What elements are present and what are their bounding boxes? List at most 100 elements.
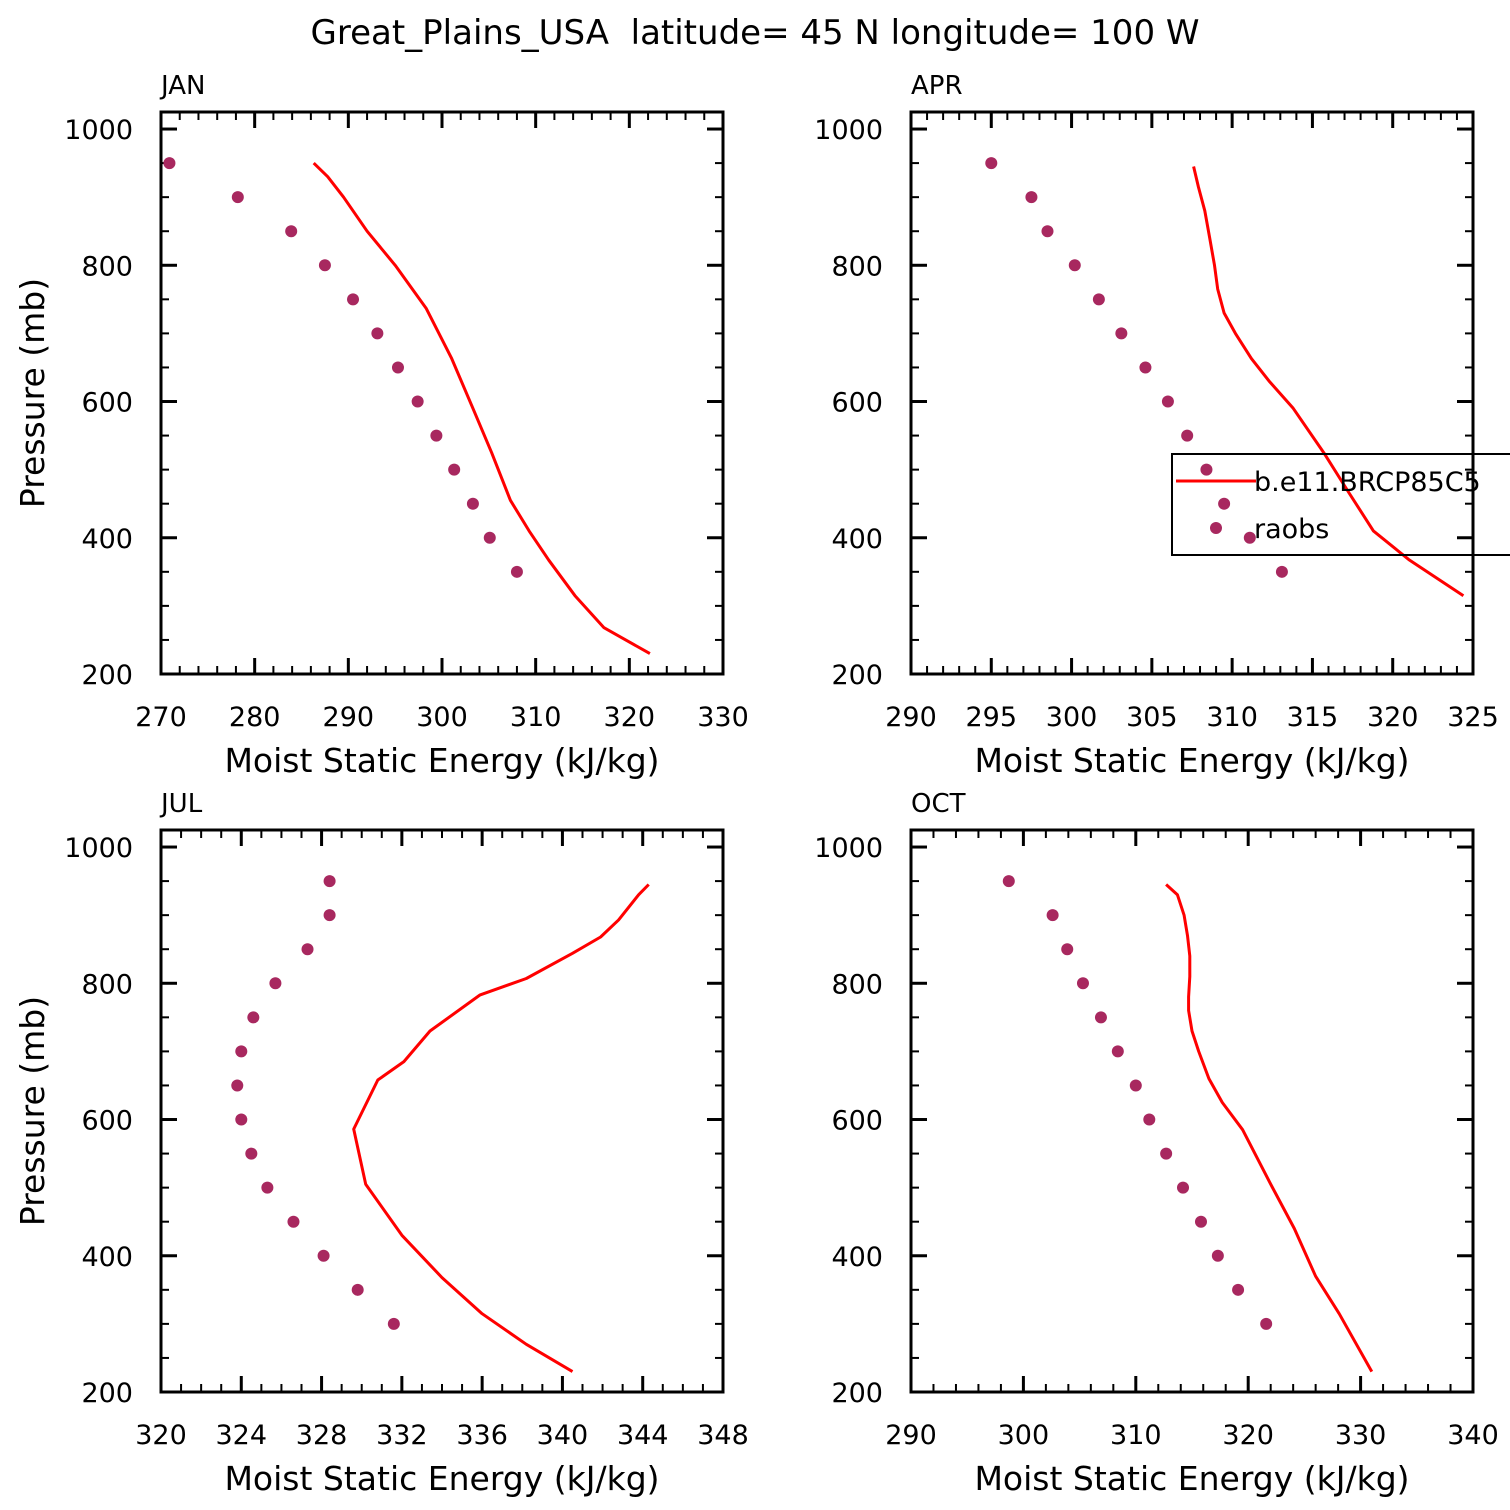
x-axis-label: Moist Static Energy (kJ/kg) — [224, 1459, 659, 1498]
panel-jan: JAN 270 280 290 300 310 320 330 200 400 600 800 1000… — [13, 71, 749, 780]
x-tick-label: 305 — [1126, 702, 1178, 733]
x-tick-label: 310 — [1110, 1420, 1162, 1451]
x-tick-label: 348 — [697, 1420, 749, 1451]
panel-title: APR — [911, 71, 963, 101]
obs-point — [1232, 1283, 1245, 1296]
y-tick-label: 400 — [831, 524, 883, 555]
obs-point — [1139, 361, 1152, 374]
y-tick-label: 1000 — [814, 115, 883, 146]
x-tick-label: 295 — [966, 702, 1018, 733]
y-tick-label: 600 — [831, 388, 883, 419]
x-tick-label: 290 — [323, 702, 375, 733]
x-tick-label: 320 — [1367, 702, 1419, 733]
plot-frame — [909, 110, 1475, 676]
y-tick-label: 400 — [81, 524, 133, 555]
y-tick-label: 400 — [81, 1242, 133, 1273]
obs-point — [231, 191, 244, 204]
obs-point — [1076, 977, 1089, 990]
obs-point — [1041, 225, 1054, 238]
x-tick-label: 320 — [604, 702, 656, 733]
obs-point — [231, 1079, 244, 1092]
y-tick-label: 200 — [831, 660, 883, 691]
x-tick-label: 320 — [135, 1420, 187, 1451]
y-tick-label: 800 — [831, 969, 883, 1000]
y-tick-label: 600 — [831, 1106, 883, 1137]
y-tick-label: 200 — [81, 1378, 133, 1409]
obs-point — [1181, 429, 1194, 442]
legend-obs-label: raobs — [1254, 514, 1329, 545]
panel-jul: JUL 320 324 328 332 336 340 344 348 200 400 600 800 1… — [13, 789, 749, 1498]
x-tick-label: 300 — [1046, 702, 1098, 733]
panel-apr: APR 290 295 300 305 310 315 320 325 200 400 600 800 1… — [814, 71, 1510, 780]
model-line — [1192, 166, 1465, 597]
obs-point — [1260, 1317, 1273, 1330]
x-tick-label: 315 — [1287, 702, 1339, 733]
figure-title: Great_Plains_USA latitude= 45 N longitud… — [311, 13, 1200, 53]
obs-point — [1061, 943, 1074, 956]
y-tick-label: 800 — [831, 251, 883, 282]
x-tick-label: 330 — [697, 702, 749, 733]
x-tick-label: 332 — [376, 1420, 428, 1451]
obs-point — [261, 1181, 274, 1194]
model-line — [312, 162, 651, 655]
x-tick-label: 328 — [296, 1420, 348, 1451]
obs-point — [287, 1215, 300, 1228]
x-tick-label: 336 — [456, 1420, 508, 1451]
obs-point — [1025, 191, 1038, 204]
x-tick-label: 300 — [416, 702, 468, 733]
obs-point — [411, 395, 424, 408]
obs-point — [510, 565, 523, 578]
obs-point — [1068, 259, 1081, 272]
y-tick-label: 400 — [831, 1242, 883, 1273]
y-axis-label: Pressure (mb) — [13, 996, 52, 1226]
y-axis-label: Pressure (mb) — [13, 278, 52, 508]
obs-point — [1211, 1249, 1224, 1262]
obs-point — [351, 1283, 364, 1296]
x-axis-label: Moist Static Energy (kJ/kg) — [974, 741, 1409, 780]
obs-point — [1243, 531, 1256, 544]
obs-point — [235, 1113, 248, 1126]
model-line — [1165, 883, 1374, 1373]
obs-point — [245, 1147, 258, 1160]
y-tick-label: 1000 — [64, 115, 133, 146]
y-tick-label: 600 — [81, 1106, 133, 1137]
y-tick-label: 1000 — [814, 833, 883, 864]
x-tick-label: 330 — [1335, 1420, 1387, 1451]
obs-point — [347, 293, 360, 306]
x-tick-label: 344 — [617, 1420, 669, 1451]
x-tick-label: 280 — [229, 702, 281, 733]
panel-title: JUL — [159, 789, 203, 819]
obs-point — [985, 157, 998, 170]
obs-point — [163, 157, 176, 170]
y-tick-label: 200 — [831, 1378, 883, 1409]
y-tick-label: 200 — [81, 660, 133, 691]
obs-point — [1094, 1011, 1107, 1024]
panel-title: OCT — [911, 789, 966, 819]
obs-point — [1200, 463, 1213, 476]
obs-point — [466, 497, 479, 510]
obs-point — [1160, 1147, 1173, 1160]
obs-point — [1194, 1215, 1207, 1228]
obs-point — [235, 1045, 248, 1058]
legend-box — [1171, 453, 1510, 556]
legend-model-label: b.e11.BRCP85C5 — [1254, 467, 1481, 498]
legend: b.e11.BRCP85C5 raobs — [1171, 453, 1510, 556]
obs-point — [247, 1011, 260, 1024]
x-tick-label: 340 — [537, 1420, 589, 1451]
x-tick-label: 300 — [998, 1420, 1050, 1451]
y-tick-label: 1000 — [64, 833, 133, 864]
plot-frame — [909, 828, 1475, 1394]
obs-point — [269, 977, 282, 990]
obs-point — [1218, 497, 1231, 510]
obs-point — [1275, 565, 1288, 578]
obs-point — [371, 327, 384, 340]
y-tick-label: 800 — [81, 251, 133, 282]
obs-point — [448, 463, 461, 476]
obs-point — [1161, 395, 1174, 408]
obs-point — [1115, 327, 1128, 340]
x-tick-label: 340 — [1447, 1420, 1499, 1451]
x-tick-label: 310 — [510, 702, 562, 733]
obs-point — [323, 909, 336, 922]
obs-point — [430, 429, 443, 442]
